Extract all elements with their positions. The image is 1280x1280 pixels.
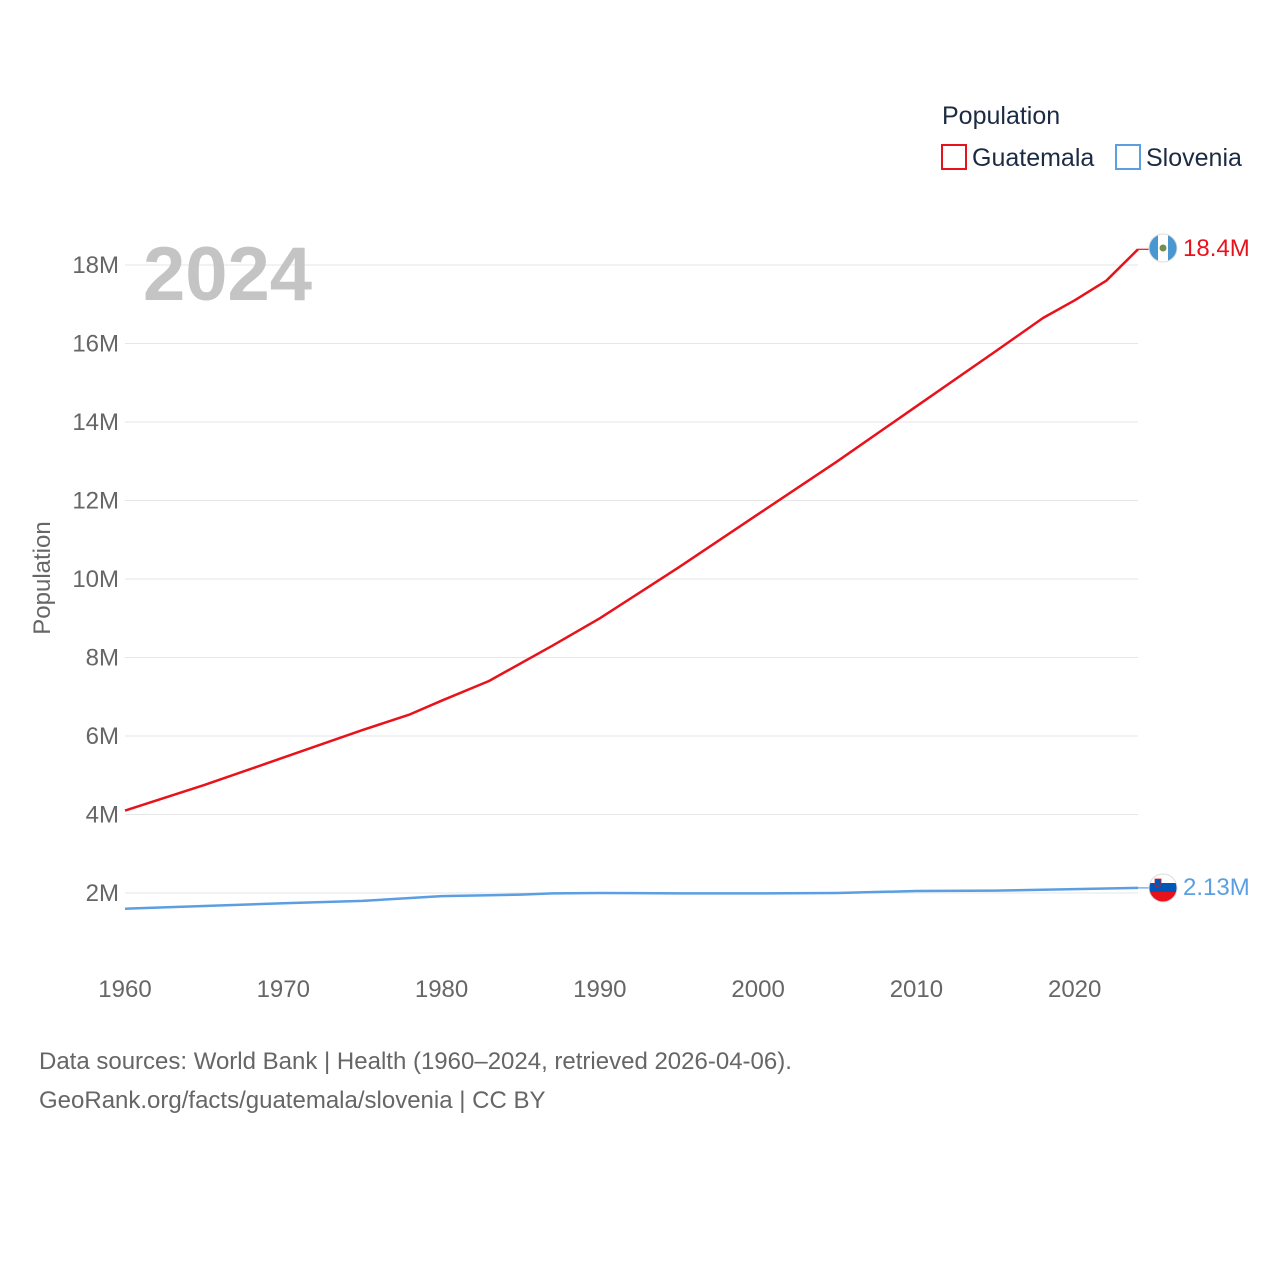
slovenia-flag xyxy=(1148,873,1178,903)
x-tick-label: 1980 xyxy=(415,976,468,1003)
legend-item-slovenia[interactable]: Slovenia xyxy=(1115,144,1242,172)
series-line-slovenia[interactable] xyxy=(124,886,1139,910)
legend-title: Population xyxy=(942,102,1060,130)
x-tick-label: 1960 xyxy=(98,976,151,1003)
legend-label-guatemala: Guatemala xyxy=(972,144,1094,172)
gridlines xyxy=(125,264,1138,894)
y-tick-label: 16M xyxy=(72,331,119,358)
series-lines xyxy=(124,248,1149,910)
slovenia-end-label: 2.13M xyxy=(1183,874,1250,901)
footer-link[interactable]: GeoRank.org/facts/guatemala/slovenia | C… xyxy=(39,1087,545,1114)
legend-label-slovenia: Slovenia xyxy=(1146,144,1242,172)
x-tick-label: 2020 xyxy=(1048,976,1101,1003)
guatemala-end-label: 18.4M xyxy=(1183,235,1250,262)
y-tick-label: 12M xyxy=(72,488,119,515)
y-tick-label: 10M xyxy=(72,566,119,593)
y-tick-label: 6M xyxy=(86,723,119,750)
x-tick-label: 1970 xyxy=(257,976,310,1003)
x-tick-label: 2000 xyxy=(731,976,784,1003)
x-axis-ticks: 1960 1970 1980 1990 2000 2010 2020 xyxy=(98,976,1101,1003)
y-tick-label: 18M xyxy=(72,252,119,279)
series-line-guatemala[interactable] xyxy=(124,248,1139,812)
current-year-label: 2024 xyxy=(143,232,312,317)
y-tick-label: 8M xyxy=(86,645,119,672)
guatemala-flag xyxy=(1148,233,1178,263)
y-tick-label: 4M xyxy=(86,802,119,829)
x-tick-label: 2010 xyxy=(890,976,943,1003)
y-axis-ticks: 2M 4M 6M 8M 10M 12M 14M 16M 18M xyxy=(72,252,119,907)
y-tick-label: 2M xyxy=(86,880,119,907)
legend-swatch-slovenia xyxy=(1115,144,1141,170)
footer-sources: Data sources: World Bank | Health (1960–… xyxy=(39,1048,792,1075)
legend-swatch-guatemala xyxy=(941,144,967,170)
y-axis-title: Population xyxy=(29,521,56,634)
x-tick-label: 1990 xyxy=(573,976,626,1003)
legend-item-guatemala[interactable]: Guatemala xyxy=(941,144,1094,172)
y-tick-label: 14M xyxy=(72,409,119,436)
